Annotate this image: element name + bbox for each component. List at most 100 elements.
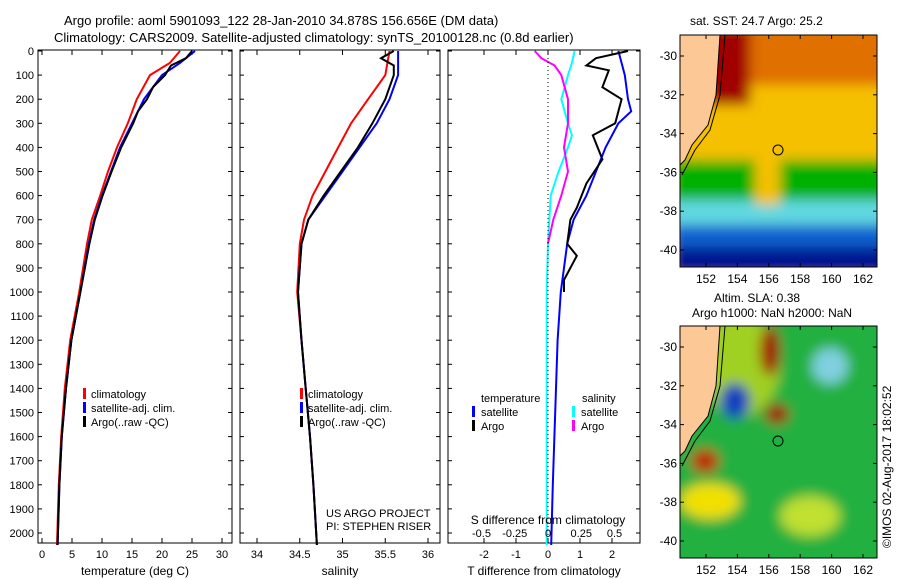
lon-tick-label: 154 (727, 563, 747, 577)
y-tick-label: 700 (16, 215, 34, 227)
series-line-climatology (56, 50, 181, 546)
y-tick-label: 0 (28, 46, 34, 58)
sla-feature (720, 383, 750, 419)
map-frame (679, 325, 878, 559)
sla-map-field (680, 326, 877, 558)
lat-tick-label: -32 (660, 379, 678, 393)
x2-tick-label: 0.5 (607, 528, 622, 540)
x-tick-label: 2 (609, 549, 615, 561)
y-tick-label: 1000 (10, 287, 34, 299)
lon-tick-label: 152 (696, 272, 716, 286)
x-tick-label: 1 (577, 549, 583, 561)
sla-feature (812, 348, 848, 384)
x-tick-label: 5 (69, 549, 75, 561)
y-tick-label: 1500 (10, 408, 34, 420)
x-tick-label: 20 (156, 549, 168, 561)
lon-tick-label: 152 (696, 563, 716, 577)
legend-label: Argo(..raw -QC) (308, 417, 386, 429)
sst-band (755, 150, 780, 205)
lon-tick-label: 156 (759, 563, 779, 577)
lon-tick-label: 162 (853, 563, 873, 577)
x-tick-label: 34 (251, 549, 263, 561)
legend-label: climatology (91, 389, 147, 401)
legend-label: Argo (481, 421, 504, 433)
x-axis-label: salinity (322, 564, 359, 578)
plot-frame-difference (447, 49, 641, 544)
lat-tick-label: -36 (660, 165, 678, 179)
plot-frame-temperature (37, 49, 233, 544)
y-tick-label: 1800 (10, 480, 34, 492)
sla-map: 152 154 156 158 160 162 -30 -32 -34 -36 -38 -40 (660, 325, 878, 577)
title-line1: Argo profile: aoml 5901093_122 28-Jan-20… (64, 13, 499, 28)
y-tick-label: 200 (16, 94, 34, 106)
x-tick-label: -1 (511, 549, 521, 561)
x-axis-label: temperature (deg C) (81, 564, 189, 578)
series-line-t-satellite (550, 50, 633, 546)
x-tick-label: -2 (479, 549, 489, 561)
x-tick-label: 34.5 (289, 549, 310, 561)
legend-swatch (472, 406, 475, 417)
annotation-pi: PI: STEPHEN RISER (326, 521, 431, 533)
sst-map-field (680, 35, 877, 267)
legend-label: Argo(..raw -QC) (91, 417, 169, 429)
sst-band (680, 247, 877, 267)
y-tick-label: 1300 (10, 359, 34, 371)
lat-tick-label: -40 (660, 534, 678, 548)
x-tick-label: 0 (39, 549, 45, 561)
lon-tick-label: 160 (822, 272, 842, 286)
legend-swatch (572, 406, 575, 417)
land-australia (680, 35, 721, 166)
title-line2: Climatology: CARS2009. Satellite-adjuste… (54, 30, 574, 45)
isobath-line (681, 35, 726, 176)
x-tick-label: 25 (186, 549, 198, 561)
lon-tick-label: 158 (790, 272, 810, 286)
lat-tick-label: -38 (660, 204, 678, 218)
sst-map-title: sat. SST: 24.7 Argo: 25.2 (690, 14, 823, 28)
lat-tick-label: -36 (660, 456, 678, 470)
series-line-argo (296, 50, 395, 546)
x-axis-label: T difference from climatology (467, 564, 621, 578)
y-tick-label: 100 (16, 70, 34, 82)
y-tick-label: 400 (16, 142, 34, 154)
lat-tick-label: -30 (660, 49, 678, 63)
field (680, 35, 877, 267)
sla-feature (760, 326, 780, 376)
legend-label: climatology (308, 389, 364, 401)
lat-tick-label: -32 (660, 88, 678, 102)
isobath-line (681, 326, 726, 467)
lat-tick-label: -34 (660, 127, 678, 141)
legend-swatch (83, 402, 86, 413)
y-tick-label: 500 (16, 167, 34, 179)
legend-label: satellite-adj. clim. (91, 403, 175, 415)
lat-tick-label: -38 (660, 495, 678, 509)
legend-label: satellite (581, 407, 618, 419)
x-tick-label: 35 (336, 549, 348, 561)
x2-axis-label: S difference from climatology (471, 513, 626, 527)
sla-feature (765, 404, 789, 424)
plot-frame-salinity (239, 49, 441, 544)
series-line-t-argo (563, 50, 629, 292)
x2-tick-label: 0 (545, 528, 551, 540)
x-tick-label: 0 (545, 549, 551, 561)
y-tick-label: 1200 (10, 335, 34, 347)
sla-feature (700, 326, 780, 416)
credit-text: ©IMOS 02-Aug-2017 18:02:52 (880, 385, 894, 548)
argo-float-marker (772, 435, 784, 447)
argo-float-marker (772, 144, 784, 156)
series-line-s-argo (533, 50, 570, 245)
sla-feature (680, 483, 740, 519)
y-tick-label: 2000 (10, 528, 34, 540)
sla-map-title1: Altim. SLA: 0.38 (714, 291, 801, 305)
sla-feature (780, 496, 840, 536)
x2-tick-label: -0.25 (502, 528, 527, 540)
lat-tick-label: -30 (660, 340, 678, 354)
series-line-argo (56, 50, 193, 546)
legend-label: Argo (581, 421, 604, 433)
x2-tick-label: 0.25 (571, 528, 592, 540)
y-tick-label: 300 (16, 118, 34, 130)
y-tick-label: 1600 (10, 432, 34, 444)
x-tick-label: 10 (96, 549, 108, 561)
y-tick-label: 1400 (10, 383, 34, 395)
